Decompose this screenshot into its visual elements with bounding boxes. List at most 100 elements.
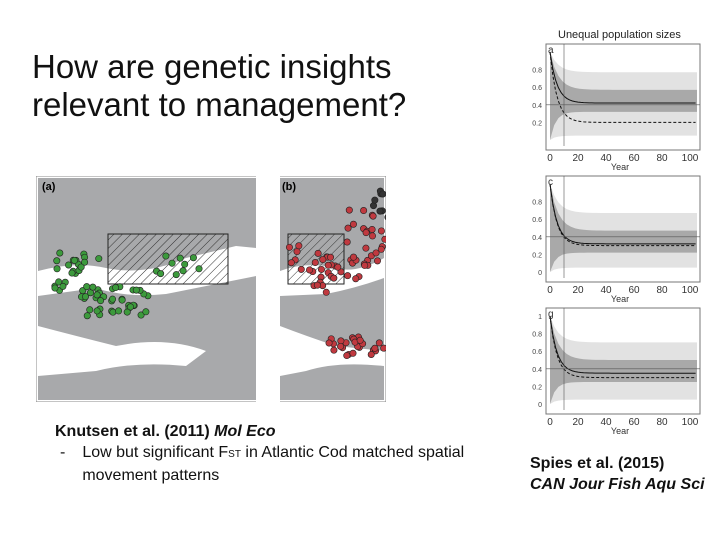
map-dot xyxy=(68,269,76,277)
map-dot xyxy=(86,306,94,314)
map-dot xyxy=(55,278,63,286)
map-dot xyxy=(350,253,358,261)
subscript: ST xyxy=(228,449,241,460)
map-dot xyxy=(361,261,369,269)
map-dot xyxy=(322,288,330,296)
map-dot xyxy=(362,244,370,252)
map-dot xyxy=(189,254,197,262)
map-dot xyxy=(83,312,91,320)
map-dot xyxy=(293,248,301,256)
x-tick-label: 60 xyxy=(628,285,640,296)
map-dot xyxy=(345,206,353,214)
map-dot xyxy=(360,207,368,215)
map-dot xyxy=(343,238,351,246)
journal: Mol Eco xyxy=(214,423,276,440)
map-dot xyxy=(51,284,59,292)
x-tick-label: 0 xyxy=(547,153,553,164)
map-dot xyxy=(356,336,364,344)
x-tick-label: 60 xyxy=(628,153,640,164)
map-dot xyxy=(172,271,180,279)
map-dot xyxy=(109,295,117,303)
map-dot xyxy=(372,249,380,257)
map-dot xyxy=(314,249,322,257)
map-dot xyxy=(376,207,384,215)
map-dot xyxy=(89,283,97,291)
map-dot xyxy=(295,242,303,250)
y-tick-label: 0 xyxy=(538,402,542,409)
map-dot xyxy=(379,190,386,198)
x-tick-label: 80 xyxy=(656,285,668,296)
trend-line xyxy=(549,183,696,247)
panel-label: a xyxy=(548,45,554,56)
y-tick-label: 0.2 xyxy=(532,120,542,127)
y-tick-label: 0.4 xyxy=(532,235,542,242)
map-dot xyxy=(162,252,170,260)
slide-title: How are genetic insights relevant to man… xyxy=(32,48,407,123)
map-dot xyxy=(71,256,79,264)
caption-text: Low but significant F xyxy=(82,444,229,461)
trend-line xyxy=(549,51,696,104)
x-tick-label: 100 xyxy=(682,153,699,164)
map-dot xyxy=(349,220,357,228)
map-dot xyxy=(381,235,386,243)
trend-line xyxy=(549,51,696,123)
panel-label: (b) xyxy=(282,181,296,193)
map-dot xyxy=(368,225,376,233)
map-dot xyxy=(83,283,91,291)
map-dot xyxy=(126,303,134,311)
map-dot xyxy=(115,307,123,315)
map-dot xyxy=(81,293,89,301)
y-tick-label: 0 xyxy=(538,270,542,277)
map-dot xyxy=(81,258,89,266)
map-dot xyxy=(325,339,333,347)
map-dot xyxy=(344,272,352,280)
caption-text: in Atlantic Cod matched spatial movement… xyxy=(82,444,465,484)
map-dot xyxy=(181,260,189,268)
citation: Knutsen et al. (2011) xyxy=(55,423,210,440)
figure-title: Unequal population sizes xyxy=(558,29,681,41)
y-tick-label: 0.4 xyxy=(532,367,542,374)
map-dot xyxy=(324,261,332,269)
trend-line xyxy=(549,315,696,379)
map-dot xyxy=(112,284,120,292)
map-dot xyxy=(375,339,383,347)
map-dot xyxy=(352,275,360,283)
x-tick-label: 0 xyxy=(547,417,553,428)
map-dot xyxy=(377,227,385,235)
map-dot xyxy=(362,229,370,237)
map-dot xyxy=(53,265,61,273)
map-dot xyxy=(319,256,327,264)
x-tick-label: 20 xyxy=(572,285,584,296)
map-dot xyxy=(371,196,379,204)
journal: CAN Jour Fish Aqu Sci xyxy=(530,476,705,493)
map-dot xyxy=(285,243,293,251)
map-dot xyxy=(306,266,314,274)
y-tick-label: 0.8 xyxy=(532,68,542,75)
map-dot xyxy=(337,342,345,350)
map-dot xyxy=(384,214,386,221)
uncertainty-band xyxy=(550,316,697,404)
y-tick-label: 0.2 xyxy=(532,252,542,259)
x-axis-label: Year xyxy=(611,162,629,172)
map-dot xyxy=(287,259,295,267)
uncertainty-band xyxy=(550,52,697,140)
y-tick-label: 0.2 xyxy=(532,384,542,391)
map-dot xyxy=(142,308,150,316)
bullet: - xyxy=(60,444,66,461)
y-tick-label: 1 xyxy=(538,314,542,321)
y-tick-label: 0.4 xyxy=(532,103,542,110)
map-dot xyxy=(368,232,376,240)
map-dot xyxy=(343,352,351,360)
trend-line xyxy=(549,183,696,245)
map-dot xyxy=(377,245,385,253)
uncertainty-band xyxy=(550,184,697,272)
map-dot xyxy=(330,274,338,282)
map-dot xyxy=(344,224,352,232)
map-dot xyxy=(334,263,342,271)
simulation-figure: Unequal population sizes a 0.2 0.4 0.6 0.8 0 2… xyxy=(532,29,701,436)
map-dot xyxy=(367,350,375,358)
map-dot xyxy=(313,281,321,289)
trend-line xyxy=(549,315,696,374)
map-dot xyxy=(349,349,357,357)
